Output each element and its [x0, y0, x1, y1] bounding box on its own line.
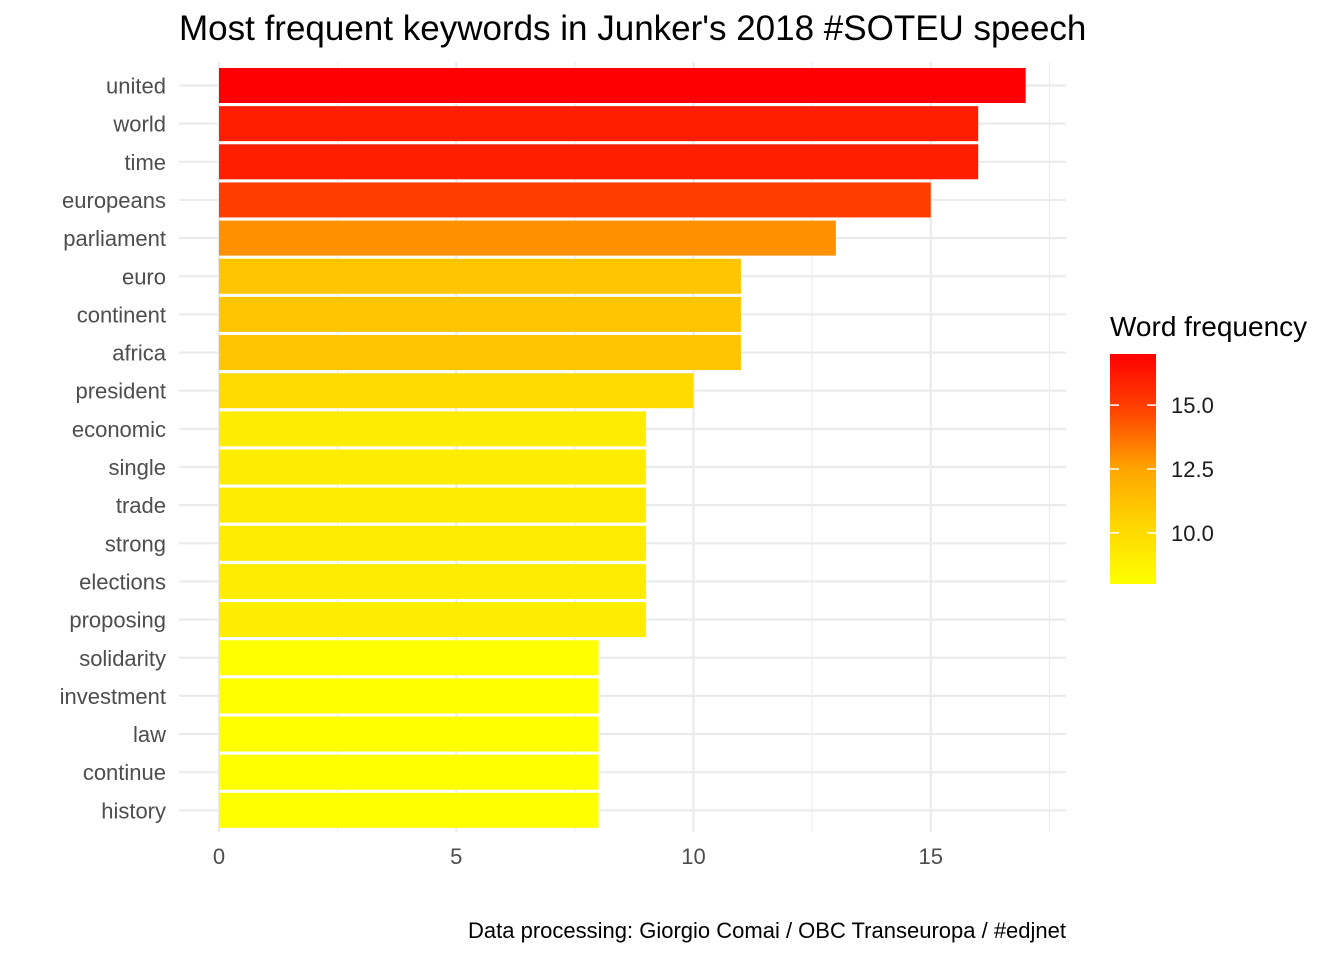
- y-tick-label: time: [124, 150, 166, 175]
- chart-caption: Data processing: Giorgio Comai / OBC Tra…: [468, 918, 1066, 943]
- y-tick-label: president: [75, 379, 166, 404]
- y-tick-label: united: [106, 74, 166, 99]
- y-tick-label: continent: [77, 302, 166, 327]
- bar-elections: [219, 563, 647, 599]
- legend-tick-label: 12.5: [1171, 457, 1214, 482]
- bar-history: [219, 792, 599, 828]
- y-tick-label: europeans: [62, 188, 166, 213]
- bar-president: [219, 373, 694, 409]
- legend-tick-label: 10.0: [1171, 521, 1214, 546]
- bar-world: [219, 106, 979, 142]
- bars-group: [219, 68, 1026, 828]
- bar-strong: [219, 525, 647, 561]
- y-tick-label: solidarity: [79, 646, 166, 671]
- bar-investment: [219, 678, 599, 714]
- bar-continue: [219, 754, 599, 790]
- legend-tick-label: 15.0: [1171, 393, 1214, 418]
- x-tick-label: 10: [681, 844, 705, 869]
- bar-trade: [219, 487, 647, 523]
- y-tick-label: elections: [79, 569, 166, 594]
- color-legend: Word frequency 15.0 12.5 10.0: [1110, 311, 1307, 584]
- bar-africa: [219, 335, 741, 371]
- bar-euro: [219, 258, 741, 294]
- chart-title: Most frequent keywords in Junker's 2018 …: [179, 9, 1086, 48]
- bar-proposing: [219, 602, 647, 638]
- x-tick-label: 15: [919, 844, 943, 869]
- y-tick-label: history: [101, 798, 166, 823]
- bar-economic: [219, 411, 647, 447]
- bar-parliament: [219, 220, 836, 256]
- legend-title: Word frequency: [1110, 311, 1307, 342]
- y-tick-label: economic: [72, 417, 166, 442]
- bar-continent: [219, 296, 741, 332]
- bar-solidarity: [219, 640, 599, 676]
- y-axis-tick-labels: united world time europeans parliament euro co…: [60, 74, 167, 824]
- bar-united: [219, 68, 1026, 103]
- y-tick-label: parliament: [63, 226, 166, 251]
- bar-time: [219, 144, 979, 180]
- x-axis-tick-labels: 0 5 10 15: [213, 844, 943, 869]
- x-tick-label: 5: [450, 844, 462, 869]
- y-tick-label: trade: [116, 493, 166, 518]
- y-tick-label: continue: [83, 760, 166, 785]
- y-tick-label: law: [133, 722, 166, 747]
- bar-law: [219, 716, 599, 752]
- y-tick-label: euro: [122, 264, 166, 289]
- y-tick-label: africa: [112, 341, 167, 366]
- y-tick-label: investment: [60, 684, 166, 709]
- y-tick-label: world: [112, 112, 166, 137]
- bar-europeans: [219, 182, 931, 218]
- y-tick-label: strong: [105, 531, 166, 556]
- x-tick-label: 0: [213, 844, 225, 869]
- bar-single: [219, 449, 647, 485]
- y-tick-label: proposing: [69, 608, 166, 633]
- legend-tick-labels: 15.0 12.5 10.0: [1110, 393, 1214, 546]
- y-tick-label: single: [109, 455, 166, 480]
